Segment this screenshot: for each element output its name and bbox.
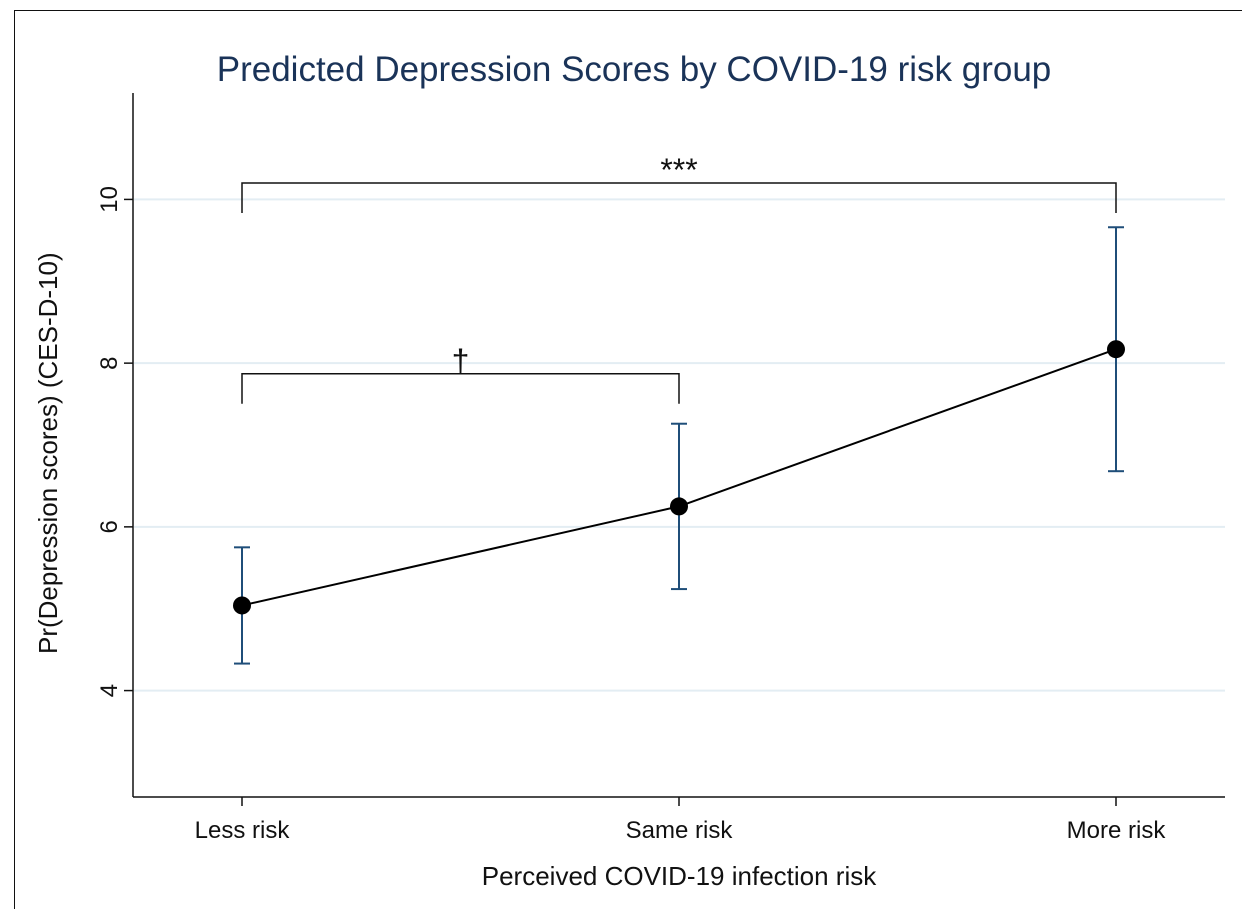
- y-axis-label: Pr(Depression scores) (CES-D-10): [33, 252, 63, 654]
- y-tick-label: 8: [96, 356, 123, 369]
- significance-bracket: [241, 182, 1117, 214]
- series: [233, 226, 1125, 665]
- axes: 4 6 8 10 Less risk Same risk More risk: [96, 93, 1225, 844]
- chart-frame: Predicted Depression Scores by COVID-19 …: [14, 10, 1242, 909]
- y-tick-label: 4: [96, 684, 123, 697]
- chart-title: Predicted Depression Scores by COVID-19 …: [217, 50, 1052, 89]
- data-point: [1107, 340, 1125, 359]
- chart: Predicted Depression Scores by COVID-19 …: [33, 50, 1225, 891]
- data-point: [670, 497, 688, 516]
- data-point: [233, 596, 251, 615]
- y-tick-label: 6: [96, 520, 123, 533]
- significance-label: †: [452, 343, 470, 379]
- significance-label: ***: [660, 152, 697, 188]
- x-tick-label: More risk: [1067, 817, 1167, 844]
- significance-bracket: [241, 373, 680, 404]
- x-tick-label: Less risk: [195, 817, 291, 844]
- x-axis-label: Perceived COVID-19 infection risk: [482, 861, 877, 891]
- significance-brackets: *** †: [241, 152, 1117, 404]
- grid-lines: [134, 198, 1225, 692]
- y-tick-label: 10: [96, 186, 123, 213]
- x-tick-label: Same risk: [626, 817, 734, 844]
